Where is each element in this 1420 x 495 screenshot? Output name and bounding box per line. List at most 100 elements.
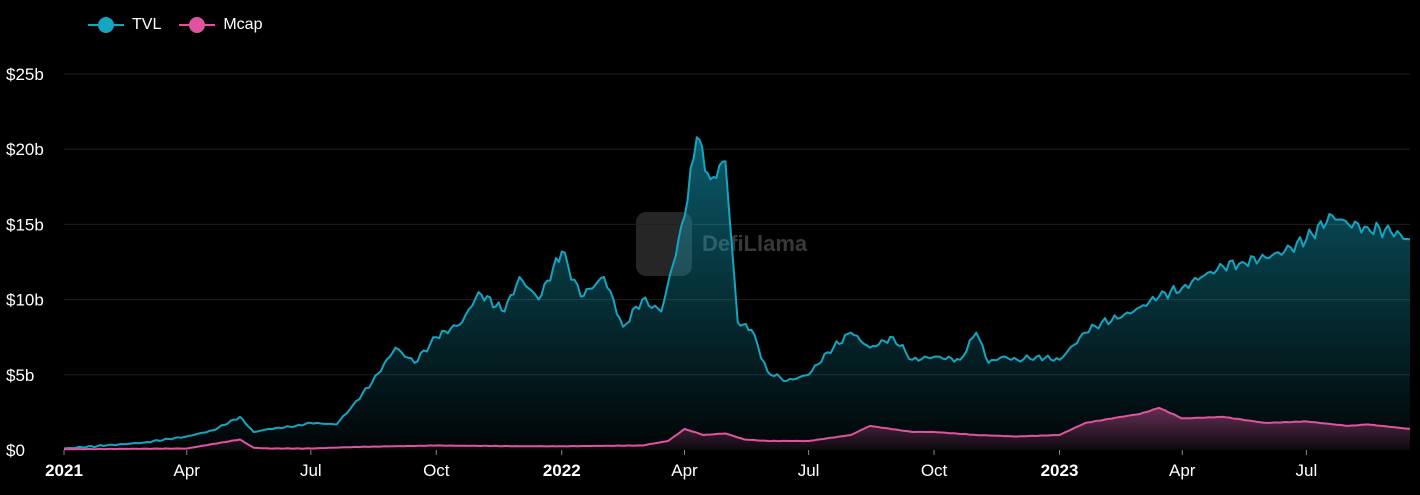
series-line-tvl <box>63 136 1411 450</box>
data-point-tvl <box>603 276 605 278</box>
data-point-tvl <box>911 359 913 361</box>
data-point-tvl <box>1058 359 1060 361</box>
data-point-tvl <box>503 310 505 312</box>
data-point-tvl <box>518 276 520 278</box>
data-point-tvl <box>987 362 989 364</box>
x-tick-label: Apr <box>671 461 698 480</box>
data-point-tvl <box>850 332 852 334</box>
data-point-mcap <box>518 445 520 447</box>
data-point-mcap <box>743 438 745 440</box>
data-point-tvl <box>737 321 739 323</box>
data-point-mcap <box>1367 423 1369 425</box>
data-point-tvl <box>105 444 107 446</box>
data-point-tvl <box>696 136 698 138</box>
data-point-tvl <box>1200 276 1202 278</box>
data-point-mcap <box>911 431 913 433</box>
series-area-tvl <box>64 137 1410 450</box>
data-point-tvl <box>239 416 241 418</box>
data-point-tvl <box>1001 356 1003 358</box>
data-point-tvl <box>767 371 769 373</box>
data-point-tvl <box>709 178 711 180</box>
data-point-mcap <box>1222 416 1224 418</box>
data-point-mcap <box>186 447 188 449</box>
data-point-tvl <box>1390 231 1392 233</box>
data-point-tvl <box>477 291 479 293</box>
x-tick-label: 2022 <box>543 461 581 480</box>
data-point-tvl <box>371 381 373 383</box>
data-point-tvl <box>561 250 563 252</box>
data-point-tvl <box>461 321 463 323</box>
y-tick-label: $10b <box>6 291 44 310</box>
data-point-mcap <box>724 432 726 434</box>
data-point-mcap <box>1016 435 1018 437</box>
data-point-tvl <box>786 380 788 382</box>
data-point-tvl <box>827 351 829 353</box>
data-point-mcap <box>1264 422 1266 424</box>
y-tick-label: $15b <box>6 215 44 234</box>
data-point-tvl <box>933 356 935 358</box>
data-point-tvl <box>1347 223 1349 225</box>
data-point-tvl <box>1367 226 1369 228</box>
data-point-mcap <box>850 434 852 436</box>
data-point-mcap <box>1158 407 1160 409</box>
y-tick-label: $5b <box>6 366 34 385</box>
x-tick-label: Oct <box>921 461 948 480</box>
data-point-tvl <box>869 347 871 349</box>
data-point-tvl <box>310 422 312 424</box>
data-point-mcap <box>269 447 271 449</box>
data-point-mcap <box>1305 420 1307 422</box>
data-point-tvl <box>641 298 643 300</box>
y-tick-label: $20b <box>6 140 44 159</box>
x-tick-label: 2021 <box>45 461 83 480</box>
data-point-tvl <box>1016 359 1018 361</box>
x-tick-label: Apr <box>174 461 201 480</box>
legend-label-mcap: Mcap <box>223 16 263 33</box>
data-point-tvl <box>143 441 145 443</box>
data-point-tvl <box>186 435 188 437</box>
data-point-mcap <box>561 445 563 447</box>
data-point-tvl <box>1222 265 1224 267</box>
data-point-mcap <box>352 446 354 448</box>
data-point-tvl <box>1409 238 1411 240</box>
data-point-mcap <box>975 434 977 436</box>
series-area-mcap <box>64 407 1410 450</box>
x-tick-label: Jul <box>798 461 820 480</box>
legend-item-mcap[interactable]: Mcap <box>179 16 262 34</box>
data-point-tvl <box>622 326 624 328</box>
data-point-tvl <box>252 431 254 433</box>
data-point-tvl <box>580 295 582 297</box>
y-tick-label: $0 <box>6 441 25 460</box>
data-point-tvl <box>413 362 415 364</box>
data-point-tvl <box>807 374 809 376</box>
data-point-tvl <box>724 160 726 162</box>
data-point-tvl <box>683 216 685 218</box>
data-point-tvl <box>750 329 752 331</box>
x-tick-label: Jul <box>1295 461 1317 480</box>
data-point-mcap <box>1120 416 1122 418</box>
data-point-mcap <box>1139 413 1141 415</box>
data-point-tvl <box>660 310 662 312</box>
data-point-tvl <box>352 404 354 406</box>
data-point-tvl <box>1331 214 1333 216</box>
x-tick-label: Apr <box>1169 461 1196 480</box>
data-point-mcap <box>239 438 241 440</box>
data-point-tvl <box>1241 261 1243 263</box>
data-point-tvl <box>1035 356 1037 358</box>
data-point-tvl <box>336 423 338 425</box>
data-point-mcap <box>933 431 935 433</box>
data-point-tvl <box>1158 295 1160 297</box>
legend-item-tvl[interactable]: TVL <box>88 16 161 34</box>
data-point-tvl <box>975 332 977 334</box>
tvl-swatch-icon <box>88 17 124 33</box>
data-point-tvl <box>1181 286 1183 288</box>
data-point-mcap <box>683 428 685 430</box>
series-line-mcap <box>64 406 1411 451</box>
x-tick-label: Jul <box>300 461 322 480</box>
data-point-tvl <box>537 298 539 300</box>
data-point-mcap <box>1058 434 1060 436</box>
data-point-tvl <box>959 359 961 361</box>
legend-label-tvl: TVL <box>132 16 162 33</box>
data-point-tvl <box>1283 250 1285 252</box>
